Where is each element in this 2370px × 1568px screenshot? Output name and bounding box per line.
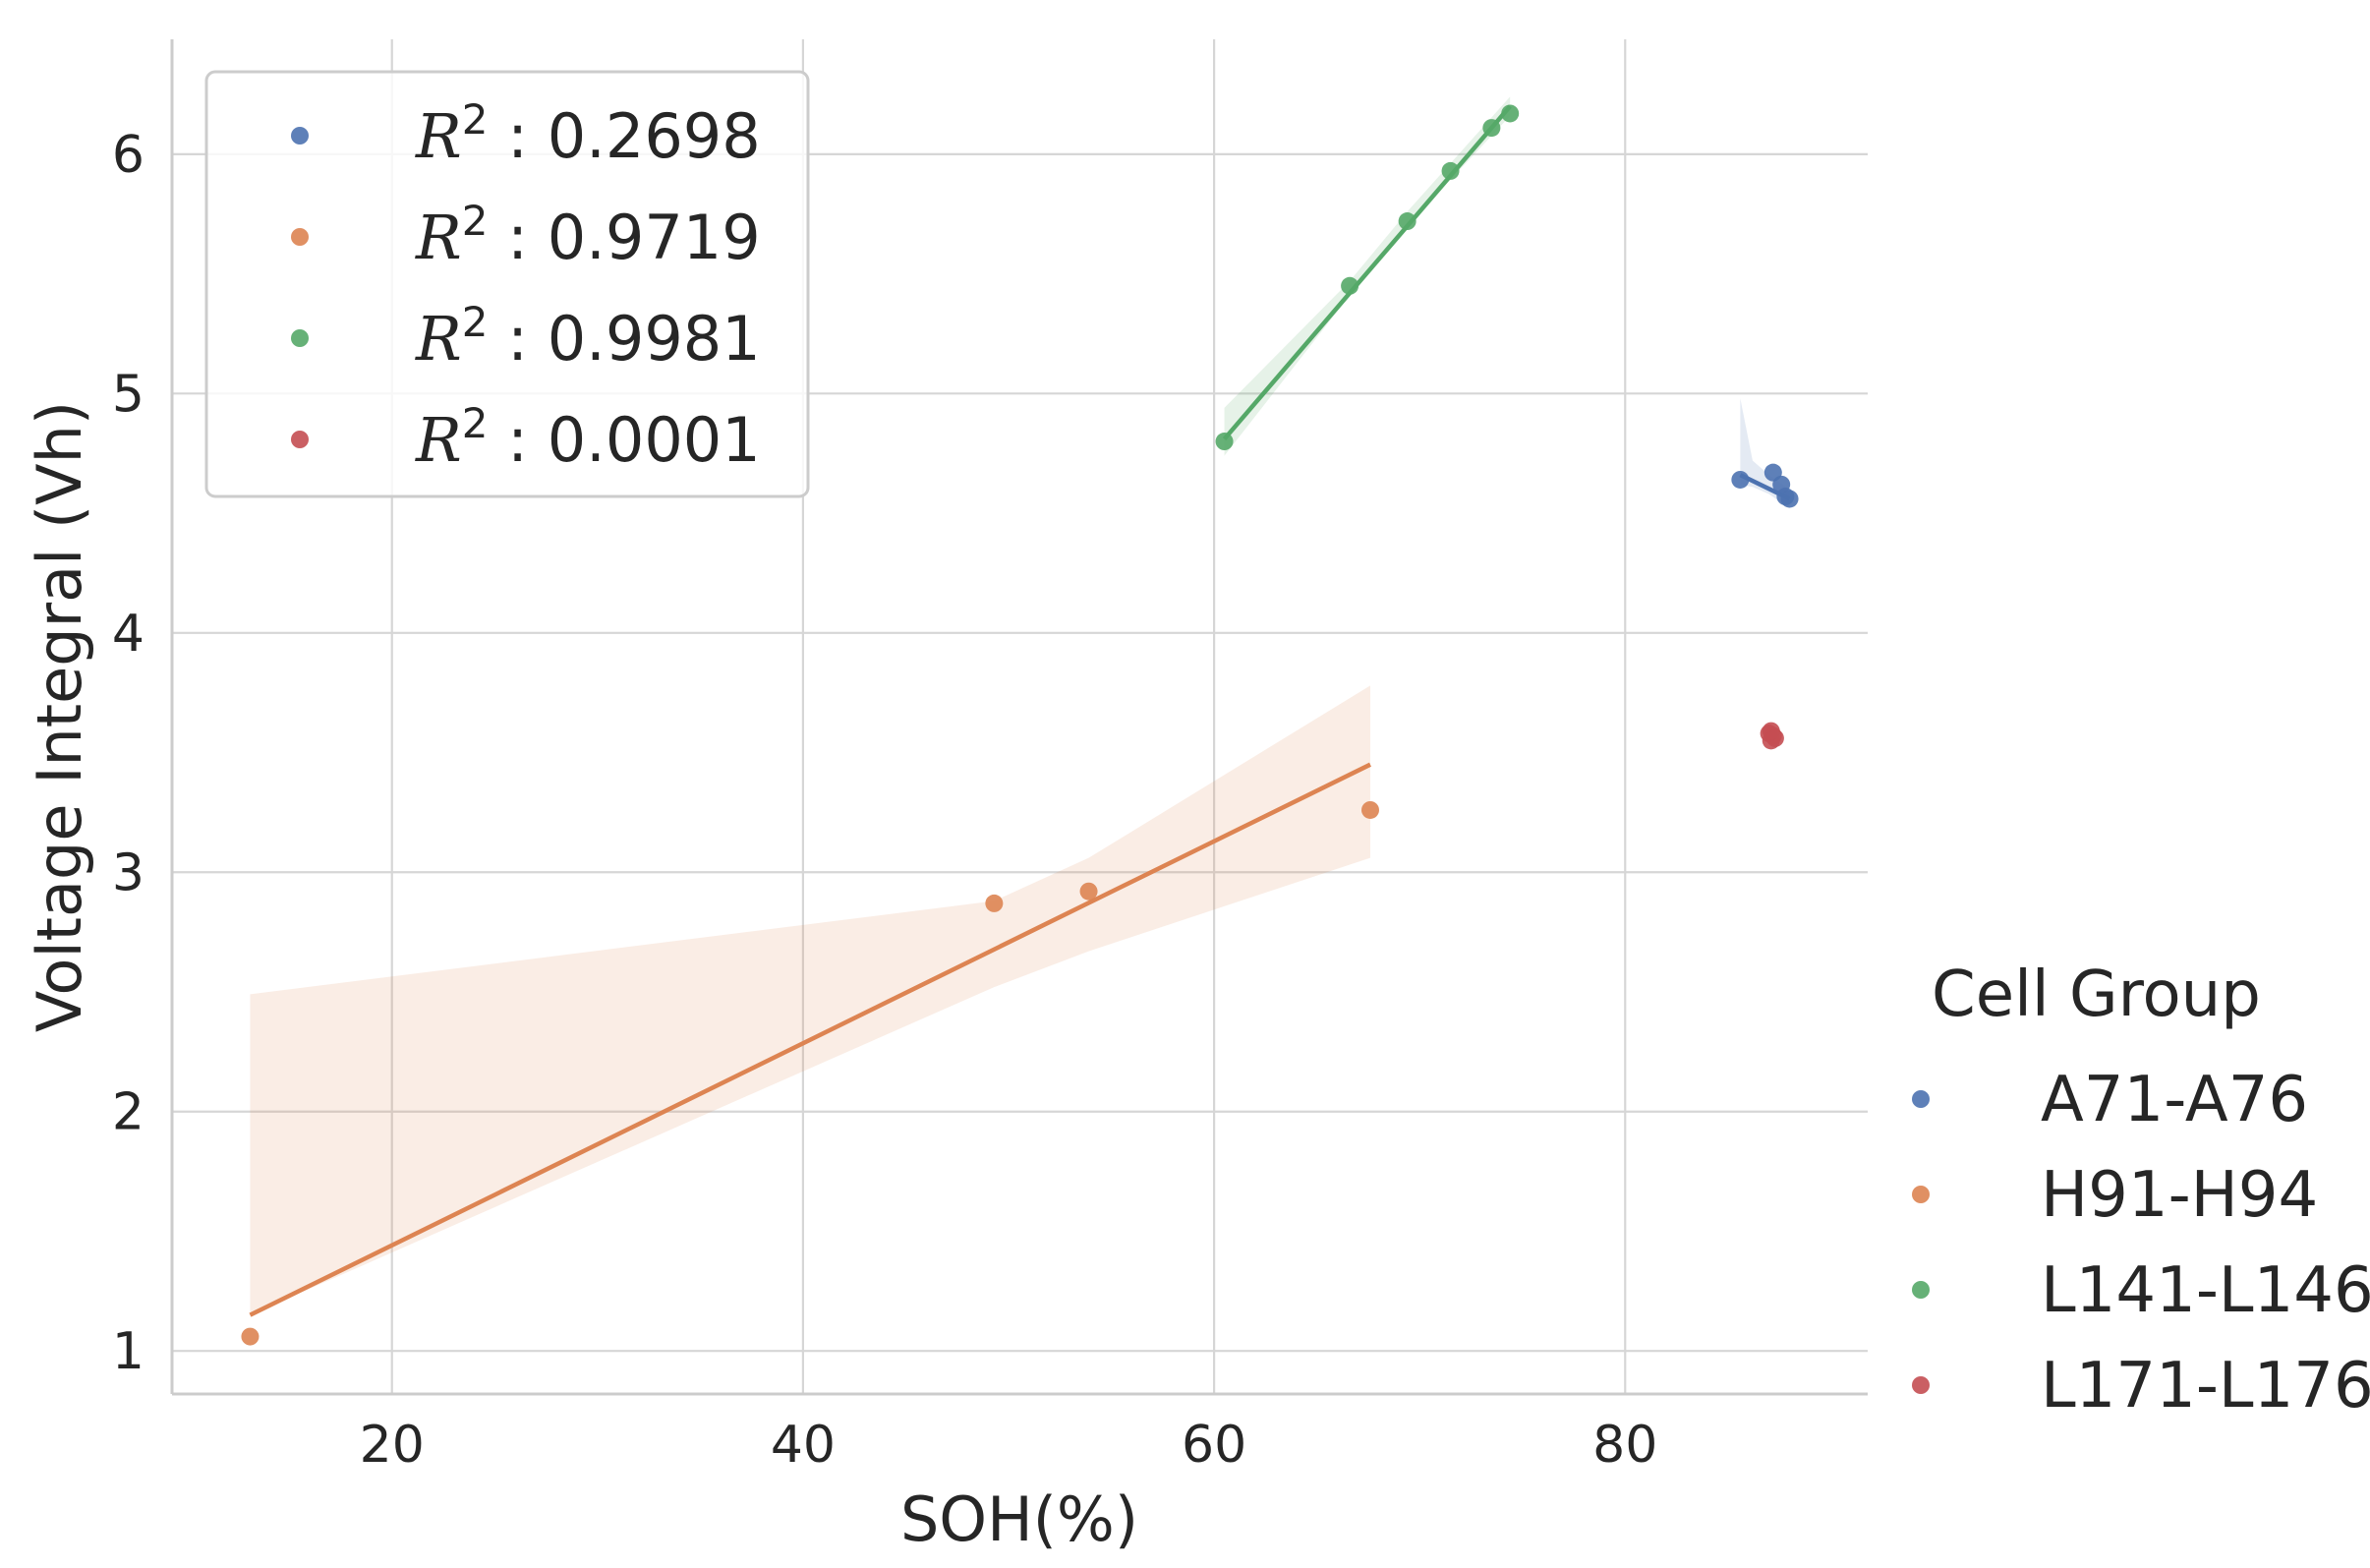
y-tick-label: 2 — [112, 1083, 145, 1142]
legend-title: Cell Group — [1932, 958, 2261, 1031]
confidence-band — [250, 685, 1370, 1315]
group-legend-label: A71-A76 — [2041, 1064, 2308, 1136]
group-legend-marker — [1912, 1281, 1930, 1299]
data-point — [1215, 433, 1234, 451]
regression-line — [1222, 104, 1512, 441]
axes — [170, 39, 1868, 1396]
data-point — [1501, 104, 1520, 123]
data-point — [985, 894, 1004, 912]
data-point — [1079, 882, 1098, 900]
r2-legend-frame — [204, 70, 810, 498]
data-point — [1731, 470, 1750, 489]
r2-legend-marker — [291, 127, 309, 145]
data-point — [1398, 212, 1416, 231]
group-legend-marker — [1912, 1090, 1930, 1108]
y-axis-title: Voltage Integral (Vh) — [24, 401, 95, 1032]
data-point — [1441, 161, 1460, 180]
group-legend: A71-A76 H91-H94 L141-L146 L171-L176 — [1912, 1064, 2370, 1423]
x-tick-label: 20 — [360, 1416, 425, 1475]
data-point — [241, 1327, 260, 1346]
data-point — [1780, 490, 1799, 508]
r2-legend-label: R2 : 0.9981 — [415, 298, 761, 375]
y-tick-label: 5 — [112, 365, 145, 424]
y-tick-label: 1 — [112, 1322, 145, 1381]
group-legend-marker — [1912, 1376, 1930, 1394]
data-point — [1482, 119, 1501, 138]
regression-line — [249, 762, 1371, 1317]
confidence-band — [1224, 96, 1511, 456]
x-tick-labels: 20 40 60 80 — [360, 1416, 1658, 1475]
group-legend-label: L141-L146 — [2041, 1254, 2370, 1327]
group-legend-label: L171-L176 — [2041, 1350, 2370, 1423]
r2-legend: R2 : 0.2698 R2 : 0.9719 R2 : 0.9981 R2 : 0.… — [204, 70, 810, 498]
data-point — [1341, 276, 1359, 295]
x-axis-title: SOH(%) — [900, 1483, 1138, 1555]
data-points — [241, 104, 1799, 1346]
r2-legend-label: R2 : 0.2698 — [415, 95, 761, 172]
y-tick-label: 3 — [112, 843, 145, 902]
r2-legend-label: R2 : 0.0001 — [415, 399, 761, 476]
r2-legend-label: R2 : 0.9719 — [415, 197, 761, 273]
x-tick-label: 80 — [1592, 1416, 1657, 1475]
y-tick-labels: 1 2 3 4 5 6 — [112, 126, 145, 1381]
data-point — [1361, 800, 1379, 819]
r2-legend-marker — [291, 329, 309, 347]
r2-legend-marker — [291, 431, 309, 448]
y-tick-label: 6 — [112, 126, 145, 185]
data-point — [1762, 722, 1780, 740]
x-tick-label: 60 — [1182, 1416, 1246, 1475]
x-tick-label: 40 — [771, 1416, 836, 1475]
r2-legend-marker — [291, 228, 309, 246]
y-tick-label: 4 — [112, 605, 145, 664]
group-legend-label: H91-H94 — [2041, 1159, 2318, 1232]
group-legend-marker — [1912, 1186, 1930, 1203]
